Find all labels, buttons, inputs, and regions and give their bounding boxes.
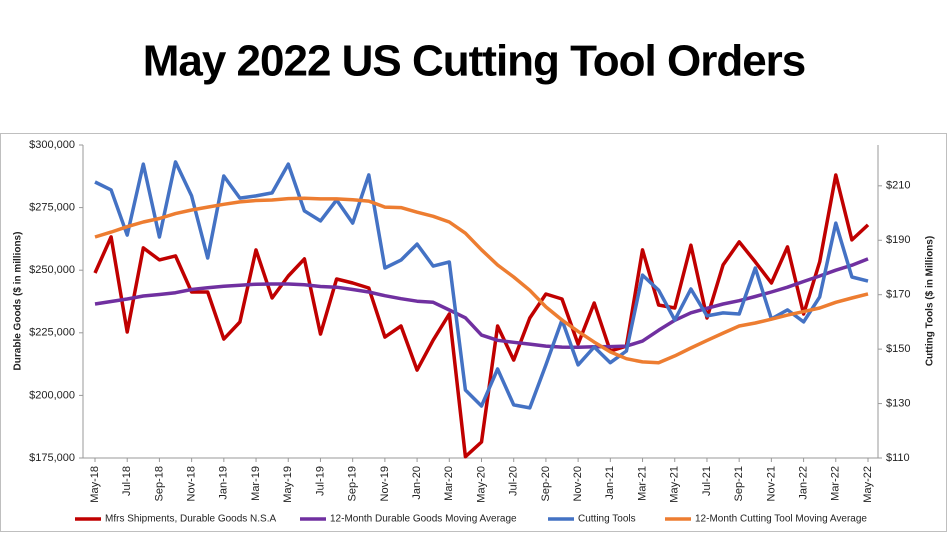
x-tick-label: May-21 [669, 466, 681, 503]
y2-tick-label: $210 [886, 180, 910, 192]
series-line [94, 196, 869, 365]
x-tick-label: May-18 [89, 466, 101, 503]
x-tick-label: May-20 [475, 466, 487, 503]
series-line [94, 257, 869, 350]
x-tick-label: Sep-21 [733, 466, 745, 501]
y2-axis-title: Cutting Tools ($ in Millions) [925, 236, 936, 366]
chart-frame [0, 133, 947, 532]
x-tick-label: Mar-22 [830, 466, 842, 501]
x-tick-label: May-19 [282, 466, 294, 503]
series-line [93, 173, 870, 459]
legend-label: 12-Month Cutting Tool Moving Average [695, 514, 867, 525]
x-tick-label: Sep-19 [347, 466, 359, 501]
x-tick-label: Nov-18 [186, 466, 198, 501]
x-tick-label: Jan-21 [604, 466, 616, 500]
x-tick-label: Jan-22 [797, 466, 809, 500]
x-tick-label: Sep-20 [540, 466, 552, 501]
x-tick-label: Mar-21 [636, 466, 648, 501]
x-tick-label: Jul-21 [701, 466, 713, 496]
y2-tick-label: $190 [886, 234, 910, 246]
y2-tick-label: $130 [886, 397, 910, 409]
x-tick-label: Nov-19 [379, 466, 391, 501]
y-tick-label: $200,000 [29, 389, 75, 401]
x-tick-label: Sep-18 [153, 466, 165, 501]
x-tick-label: Mar-20 [443, 466, 455, 501]
y-tick-label: $300,000 [29, 139, 75, 151]
x-tick-label: Nov-21 [765, 466, 777, 501]
y-tick-label: $250,000 [29, 264, 75, 276]
x-tick-label: Nov-20 [572, 466, 584, 501]
x-tick-label: Jul-18 [121, 466, 133, 496]
x-tick-label: May-22 [862, 466, 874, 503]
chart-title: May 2022 US Cutting Tool Orders [143, 37, 806, 86]
x-tick-label: Jul-20 [508, 466, 520, 496]
x-tick-label: Jan-20 [411, 466, 423, 500]
legend-label: 12-Month Durable Goods Moving Average [330, 514, 517, 525]
y-tick-label: $275,000 [29, 202, 75, 214]
x-tick-label: Jan-19 [218, 466, 230, 500]
y2-tick-label: $170 [886, 289, 910, 301]
legend-label: Mfrs Shipments, Durable Goods N.S.A [105, 514, 277, 525]
series-line [94, 160, 869, 410]
y-tick-label: $225,000 [29, 327, 75, 339]
legend-label: Cutting Tools [578, 514, 636, 525]
y2-tick-label: $110 [886, 452, 910, 464]
y-tick-label: $175,000 [29, 452, 75, 464]
x-tick-label: Mar-19 [250, 466, 262, 501]
x-tick-label: Jul-19 [314, 466, 326, 496]
y2-tick-label: $150 [886, 343, 910, 355]
y-axis-title: Durable Goods ($ in millions) [13, 232, 24, 371]
